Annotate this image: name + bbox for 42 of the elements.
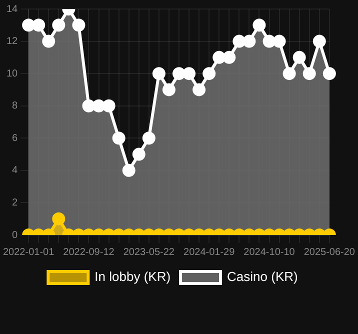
point (22, 18, 36, 32)
point (222, 50, 236, 64)
y-tick-label: 12 (6, 36, 18, 48)
point (312, 34, 326, 48)
point (232, 34, 246, 48)
point (102, 99, 116, 112)
x-tick-label: 2022-09-12 (63, 246, 115, 258)
point (292, 50, 306, 64)
y-tick-label: 6 (12, 132, 18, 144)
point (82, 99, 96, 112)
x-tick-label: 2022-01-01 (3, 246, 55, 258)
point (52, 18, 66, 32)
x-tick-label: 2024-01-29 (184, 246, 236, 258)
point (272, 34, 286, 48)
x-tick-label: 2024-10-10 (244, 246, 296, 258)
y-tick-label: 8 (12, 100, 18, 112)
y-tick-label: 0 (12, 230, 18, 241)
point (192, 83, 206, 96)
point (302, 67, 316, 80)
point (252, 18, 266, 32)
point (202, 67, 216, 80)
point (172, 67, 186, 80)
legend-label: In lobby (KR) (94, 269, 171, 284)
point (322, 67, 336, 80)
point (162, 83, 176, 96)
y-tick-label: 4 (12, 165, 18, 176)
point (262, 34, 276, 48)
point (282, 67, 296, 80)
x-tick-label: 2023-05-22 (123, 246, 175, 258)
point (212, 50, 226, 64)
point (72, 18, 86, 32)
point (32, 18, 46, 32)
point (242, 34, 256, 48)
point (92, 99, 106, 112)
x-tick-label: 2025-06-20 (304, 246, 356, 258)
y-tick-label: 10 (6, 68, 18, 80)
y-tick-label: 2 (12, 197, 18, 208)
y-tick-label: 14 (6, 4, 18, 15)
point (42, 34, 56, 48)
point (152, 67, 166, 80)
point (182, 67, 196, 80)
legend-label: Casino (KR) (227, 269, 298, 284)
